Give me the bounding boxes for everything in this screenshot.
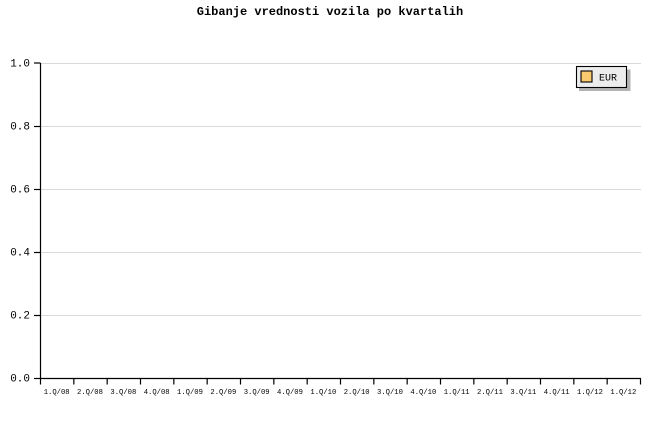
svg-text:2.Q/11: 2.Q/11	[477, 389, 503, 397]
svg-text:0.4: 0.4	[10, 248, 30, 260]
svg-text:3.Q/09: 3.Q/09	[244, 389, 270, 397]
svg-text:EUR: EUR	[599, 73, 617, 84]
svg-text:0.8: 0.8	[10, 122, 30, 134]
svg-text:0.0: 0.0	[10, 374, 30, 386]
svg-text:2.Q/09: 2.Q/09	[210, 389, 236, 397]
svg-text:0.6: 0.6	[10, 185, 30, 197]
svg-text:1.Q/12: 1.Q/12	[610, 389, 636, 397]
svg-text:4.Q/08: 4.Q/08	[144, 389, 170, 397]
svg-text:4.Q/11: 4.Q/11	[544, 389, 570, 397]
svg-text:4.Q/09: 4.Q/09	[277, 389, 303, 397]
svg-text:1.Q/10: 1.Q/10	[310, 389, 336, 397]
svg-text:4.Q/10: 4.Q/10	[410, 389, 436, 397]
svg-text:1.0: 1.0	[10, 59, 30, 71]
svg-text:3.Q/10: 3.Q/10	[377, 389, 403, 397]
svg-text:2.Q/08: 2.Q/08	[77, 389, 103, 397]
svg-text:1.Q/11: 1.Q/11	[444, 389, 470, 397]
svg-text:0.2: 0.2	[10, 311, 30, 323]
svg-text:2.Q/10: 2.Q/10	[344, 389, 370, 397]
svg-text:3.Q/08: 3.Q/08	[110, 389, 136, 397]
svg-text:1.Q/08: 1.Q/08	[44, 389, 70, 397]
svg-text:1.Q/09: 1.Q/09	[177, 389, 203, 397]
svg-text:3.Q/11: 3.Q/11	[510, 389, 536, 397]
svg-text:1.Q/12: 1.Q/12	[577, 389, 603, 397]
